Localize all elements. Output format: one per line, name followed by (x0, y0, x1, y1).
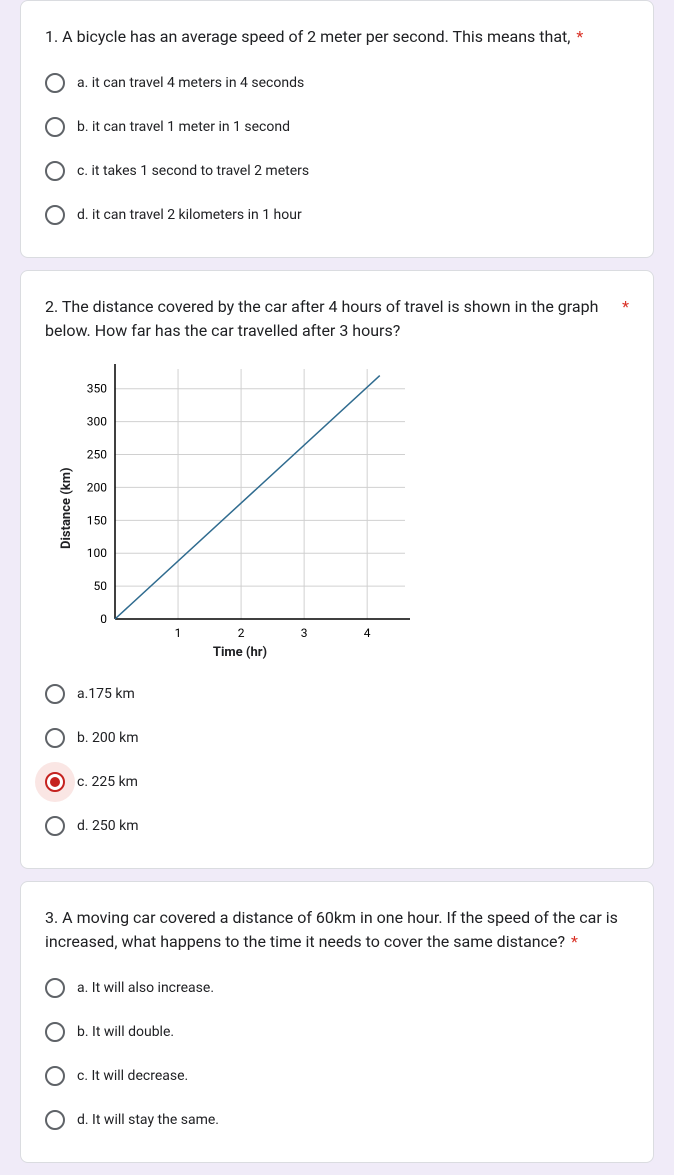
option-label: a. it can travel 4 meters in 4 seconds (77, 75, 304, 91)
radio-q2-d[interactable] (45, 816, 65, 836)
radio-q2-c[interactable] (45, 772, 65, 792)
radio-q1-d[interactable] (45, 205, 65, 225)
option-label: d. 250 km (77, 818, 139, 834)
radio-q3-c[interactable] (45, 1066, 65, 1086)
option-row[interactable]: b. 200 km (45, 720, 629, 756)
svg-text:250: 250 (87, 448, 107, 462)
svg-text:350: 350 (87, 382, 107, 396)
options-group: a.175 km b. 200 km c. 225 km d. 250 km (45, 676, 629, 844)
question-text: 3. A moving car covered a distance of 60… (45, 906, 629, 954)
radio-q1-b[interactable] (45, 117, 65, 137)
options-group: a. it can travel 4 meters in 4 seconds b… (45, 65, 629, 233)
required-marker: * (576, 27, 583, 46)
option-label: a. It will also increase. (77, 980, 214, 996)
radio-q2-b[interactable] (45, 728, 65, 748)
option-label: c. 225 km (77, 774, 138, 790)
option-label: a.175 km (77, 686, 135, 702)
option-row[interactable]: d. It will stay the same. (45, 1102, 629, 1138)
option-row[interactable]: c. it takes 1 second to travel 2 meters (45, 153, 629, 189)
option-label: b. 200 km (77, 730, 138, 746)
question-card-2: 2. The distance covered by the car after… (20, 270, 654, 869)
option-row[interactable]: d. 250 km (45, 808, 629, 844)
chart-ylabel: Distance (km) (59, 467, 74, 549)
option-label: b. It will double. (77, 1024, 174, 1040)
svg-text:200: 200 (87, 480, 107, 494)
option-row[interactable]: c. It will decrease. (45, 1058, 629, 1094)
radio-q3-b[interactable] (45, 1022, 65, 1042)
option-row[interactable]: c. 225 km (45, 764, 629, 800)
option-label: d. It will stay the same. (77, 1112, 219, 1128)
svg-text:300: 300 (87, 415, 107, 429)
question-label: 3. A moving car covered a distance of 60… (45, 908, 618, 951)
option-label: d. it can travel 2 kilometers in 1 hour (77, 207, 302, 223)
question-label: 2. The distance covered by the car after… (45, 295, 608, 343)
svg-text:1: 1 (175, 626, 182, 640)
required-marker: * (622, 295, 629, 343)
question-text: 1. A bicycle has an average speed of 2 m… (45, 25, 629, 49)
option-row[interactable]: a.175 km (45, 676, 629, 712)
question-text: 2. The distance covered by the car after… (45, 295, 629, 343)
svg-text:4: 4 (364, 626, 371, 640)
question-label: 1. A bicycle has an average speed of 2 m… (45, 27, 570, 46)
option-row[interactable]: a. It will also increase. (45, 970, 629, 1006)
option-row[interactable]: a. it can travel 4 meters in 4 seconds (45, 65, 629, 101)
radio-q3-d[interactable] (45, 1110, 65, 1130)
option-row[interactable]: b. It will double. (45, 1014, 629, 1050)
line-chart: 0 50 100 150 200 250 300 350 1 2 3 4 (45, 359, 415, 649)
radio-q3-a[interactable] (45, 978, 65, 998)
option-label: c. it takes 1 second to travel 2 meters (77, 163, 309, 179)
option-label: c. It will decrease. (77, 1068, 188, 1084)
options-group: a. It will also increase. b. It will dou… (45, 970, 629, 1138)
option-row[interactable]: d. it can travel 2 kilometers in 1 hour (45, 197, 629, 233)
question-card-3: 3. A moving car covered a distance of 60… (20, 881, 654, 1163)
radio-q2-a[interactable] (45, 684, 65, 704)
chart-container: Distance (km) 0501001502002503003501234 … (45, 359, 629, 660)
svg-text:50: 50 (94, 579, 108, 593)
radio-q1-a[interactable] (45, 73, 65, 93)
svg-text:3: 3 (301, 626, 308, 640)
question-card-1: 1. A bicycle has an average speed of 2 m… (20, 0, 654, 258)
option-row[interactable]: b. it can travel 1 meter in 1 second (45, 109, 629, 145)
required-marker: * (571, 932, 578, 951)
radio-q1-c[interactable] (45, 161, 65, 181)
svg-text:2: 2 (238, 626, 245, 640)
svg-text:150: 150 (87, 513, 107, 527)
svg-text:0: 0 (100, 612, 107, 626)
option-label: b. it can travel 1 meter in 1 second (77, 119, 290, 135)
svg-text:100: 100 (87, 546, 107, 560)
chart-xlabel: Time (hr) (95, 645, 385, 660)
